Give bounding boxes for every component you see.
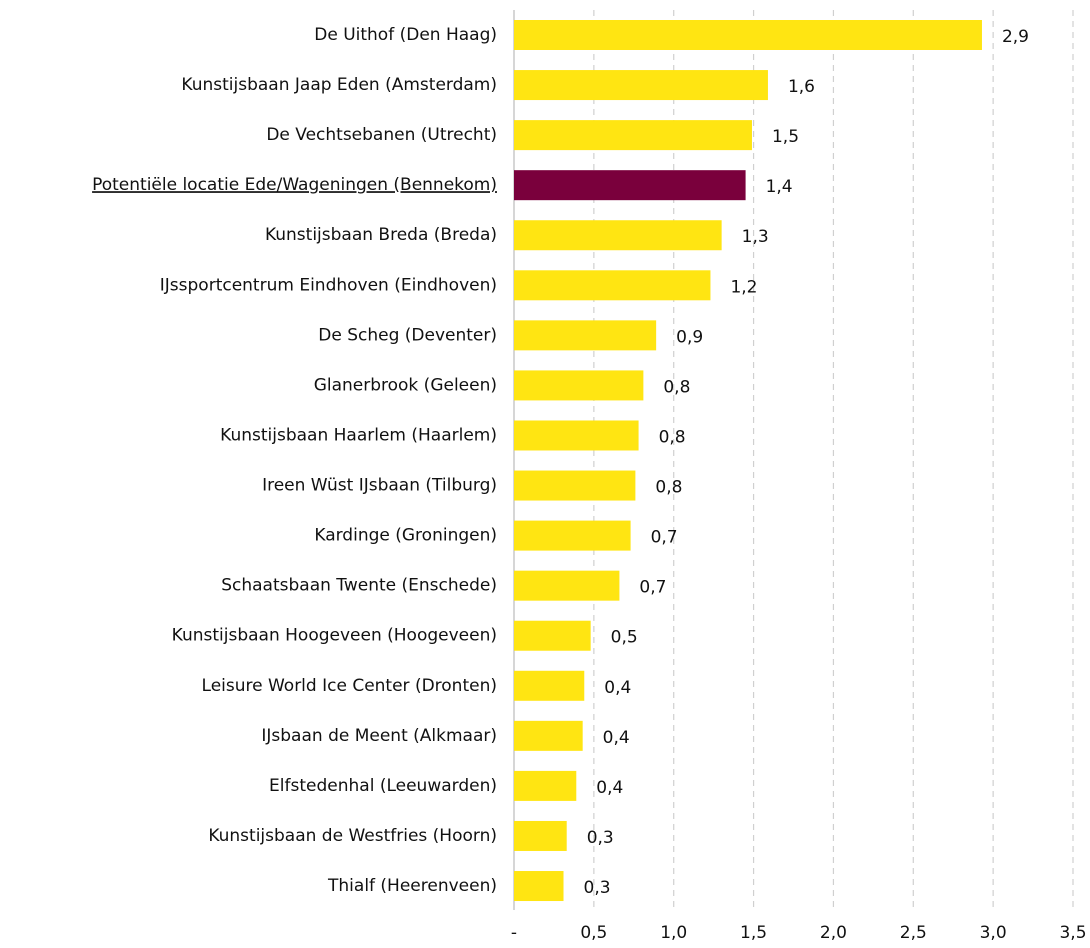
bar <box>514 820 567 851</box>
bar <box>514 720 583 751</box>
y-tick-label: Kunstijsbaan Breda (Breda) <box>265 225 497 245</box>
value-label: 1,5 <box>772 127 799 147</box>
bar <box>514 70 768 101</box>
value-label: 0,8 <box>663 377 690 397</box>
bar <box>514 420 639 451</box>
bar <box>514 770 577 801</box>
value-label: 0,4 <box>604 678 631 698</box>
value-label: 0,7 <box>639 578 666 598</box>
y-tick-label: Elfstedenhal (Leeuwarden) <box>269 776 497 796</box>
y-tick-label: Glanerbrook (Geleen) <box>314 375 497 395</box>
y-tick-label: De Uithof (Den Haag) <box>314 25 497 45</box>
x-tick-label: 1,5 <box>740 923 767 943</box>
y-tick-label: Schaatsbaan Twente (Enschede) <box>221 576 497 596</box>
y-tick-label: Leisure World Ice Center (Dronten) <box>202 676 497 696</box>
bar <box>514 620 591 651</box>
value-label: 0,4 <box>596 778 623 798</box>
y-tick-label: Potentiële locatie Ede/Wageningen (Benne… <box>92 175 497 195</box>
y-tick-label: Kunstijsbaan Hoogeveen (Hoogeveen) <box>172 626 497 646</box>
bar <box>514 270 711 301</box>
bar <box>514 320 657 351</box>
bar <box>514 520 631 551</box>
bar <box>514 570 620 601</box>
value-label: 0,9 <box>676 327 703 347</box>
bar <box>514 120 752 151</box>
x-tick-label: 2,0 <box>820 923 847 943</box>
bar <box>514 470 636 501</box>
x-tick-label: - <box>511 923 517 943</box>
value-label: 0,8 <box>655 478 682 498</box>
x-tick-label: 3,0 <box>980 923 1007 943</box>
value-label: 0,8 <box>659 427 686 447</box>
bar <box>514 370 644 401</box>
value-label: 1,3 <box>742 227 769 247</box>
bar <box>514 170 746 201</box>
bar <box>514 871 564 902</box>
y-tick-label: Kunstijsbaan Jaap Eden (Amsterdam) <box>181 75 497 95</box>
y-tick-label: De Vechtsebanen (Utrecht) <box>266 125 497 145</box>
value-label: 0,4 <box>603 728 630 748</box>
y-tick-label: Ireen Wüst IJsbaan (Tilburg) <box>262 476 497 496</box>
value-label: 0,7 <box>651 528 678 548</box>
value-label: 1,6 <box>788 77 815 97</box>
x-tick-label: 3,5 <box>1059 923 1086 943</box>
y-tick-label: Thialf (Heerenveen) <box>327 876 497 896</box>
x-tick-label: 2,5 <box>900 923 927 943</box>
value-label: 2,9 <box>1002 27 1029 47</box>
y-tick-label: IJssportcentrum Eindhoven (Eindhoven) <box>160 275 497 295</box>
y-tick-label: IJsbaan de Meent (Alkmaar) <box>261 726 497 746</box>
bar <box>514 670 585 701</box>
bar <box>514 20 982 50</box>
value-label: 0,5 <box>611 628 638 648</box>
value-label: 1,2 <box>730 277 757 297</box>
value-label: 0,3 <box>587 828 614 848</box>
y-tick-label: De Scheg (Deventer) <box>318 325 497 345</box>
y-tick-label: Kardinge (Groningen) <box>314 526 497 546</box>
y-tick-label: Kunstijsbaan de Westfries (Hoorn) <box>208 826 497 846</box>
y-tick-label: Kunstijsbaan Haarlem (Haarlem) <box>220 425 497 445</box>
value-label: 1,4 <box>766 177 793 197</box>
bar <box>514 220 722 251</box>
x-tick-label: 1,0 <box>660 923 687 943</box>
x-tick-label: 0,5 <box>580 923 607 943</box>
value-label: 0,3 <box>584 878 611 898</box>
